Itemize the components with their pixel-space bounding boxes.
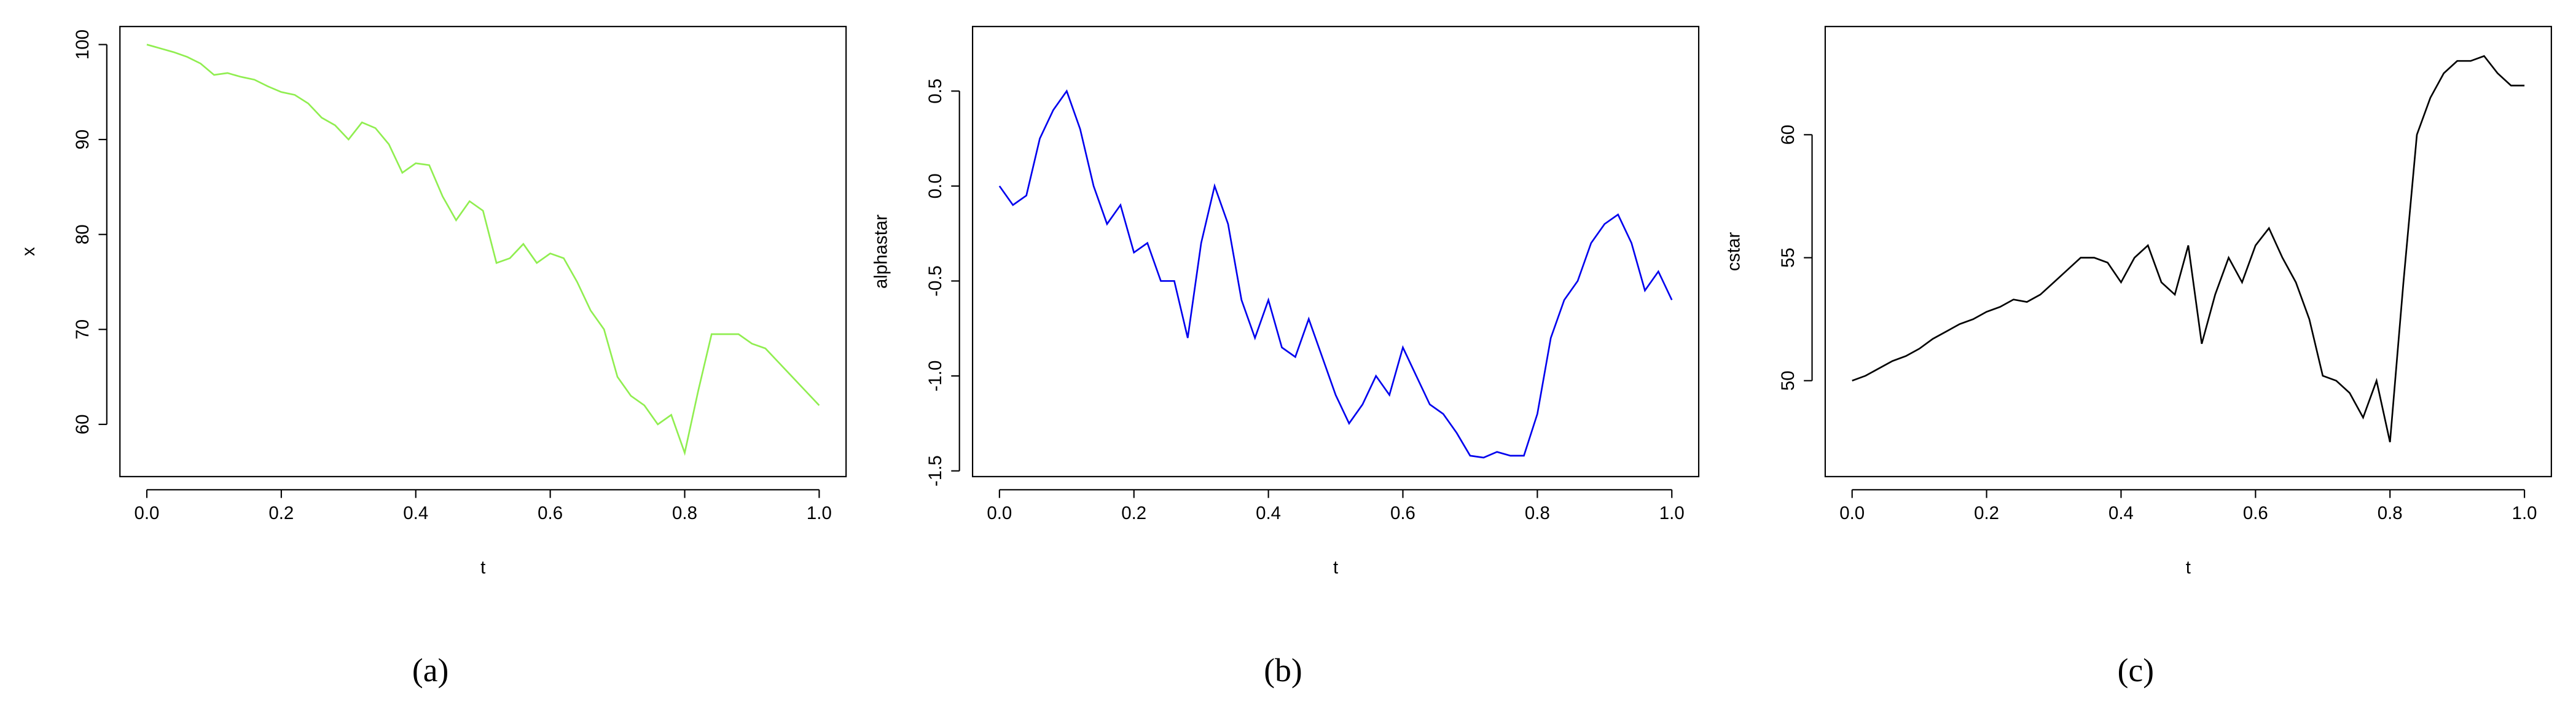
x-tick-label: 0.2 bbox=[268, 503, 294, 523]
caption: (c) bbox=[2118, 652, 2154, 689]
caption: (a) bbox=[412, 652, 448, 689]
data-line bbox=[1852, 55, 2525, 443]
y-tick-label: 100 bbox=[72, 29, 93, 60]
y-tick-label: -1.0 bbox=[925, 361, 945, 392]
plot-frame bbox=[972, 26, 1700, 477]
data-line bbox=[998, 89, 1673, 459]
y-tick-label: 0.5 bbox=[925, 79, 945, 104]
x-tick-label: 0.6 bbox=[2243, 503, 2268, 523]
data-line bbox=[146, 44, 820, 456]
x-tick-label: 0.2 bbox=[1121, 503, 1146, 523]
x-axis-label: t bbox=[2186, 557, 2191, 577]
y-tick-label: 80 bbox=[72, 224, 93, 244]
y-tick-label: 90 bbox=[72, 130, 93, 150]
x-tick-label: 0.8 bbox=[672, 503, 697, 523]
x-tick-label: 0.4 bbox=[2108, 503, 2134, 523]
x-tick-label: 0.4 bbox=[1256, 503, 1281, 523]
y-tick-label: 0.0 bbox=[925, 173, 945, 198]
x-tick-label: 1.0 bbox=[1659, 503, 1685, 523]
x-tick-label: 0.0 bbox=[987, 503, 1012, 523]
x-tick-label: 1.0 bbox=[807, 503, 832, 523]
x-tick-label: 0.0 bbox=[1839, 503, 1865, 523]
y-tick-label: 55 bbox=[1778, 248, 1798, 268]
plot-frame bbox=[1824, 26, 2552, 477]
y-tick-label: -1.5 bbox=[925, 455, 945, 486]
x-axis-label: t bbox=[480, 557, 485, 577]
y-tick-label: 60 bbox=[1778, 125, 1798, 145]
y-tick-label: 70 bbox=[72, 319, 93, 340]
x-tick-label: 0.0 bbox=[135, 503, 160, 523]
x-tick-label: 0.2 bbox=[1974, 503, 1999, 523]
x-tick-label: 1.0 bbox=[2512, 503, 2537, 523]
y-tick-label: 60 bbox=[72, 414, 93, 434]
plot-frame bbox=[119, 26, 847, 477]
y-axis-label: x bbox=[18, 247, 39, 256]
x-tick-label: 0.6 bbox=[538, 503, 563, 523]
y-tick-label: -0.5 bbox=[925, 265, 945, 297]
y-axis-label: cstar bbox=[1724, 232, 1744, 271]
x-axis-label: t bbox=[1333, 557, 1338, 577]
x-tick-label: 0.8 bbox=[1525, 503, 1550, 523]
caption: (b) bbox=[1264, 652, 1302, 689]
x-tick-label: 0.8 bbox=[2378, 503, 2403, 523]
y-tick-label: 50 bbox=[1778, 370, 1798, 391]
x-tick-label: 0.4 bbox=[403, 503, 428, 523]
y-axis-label: alphastar bbox=[871, 214, 891, 289]
x-tick-label: 0.6 bbox=[1390, 503, 1415, 523]
